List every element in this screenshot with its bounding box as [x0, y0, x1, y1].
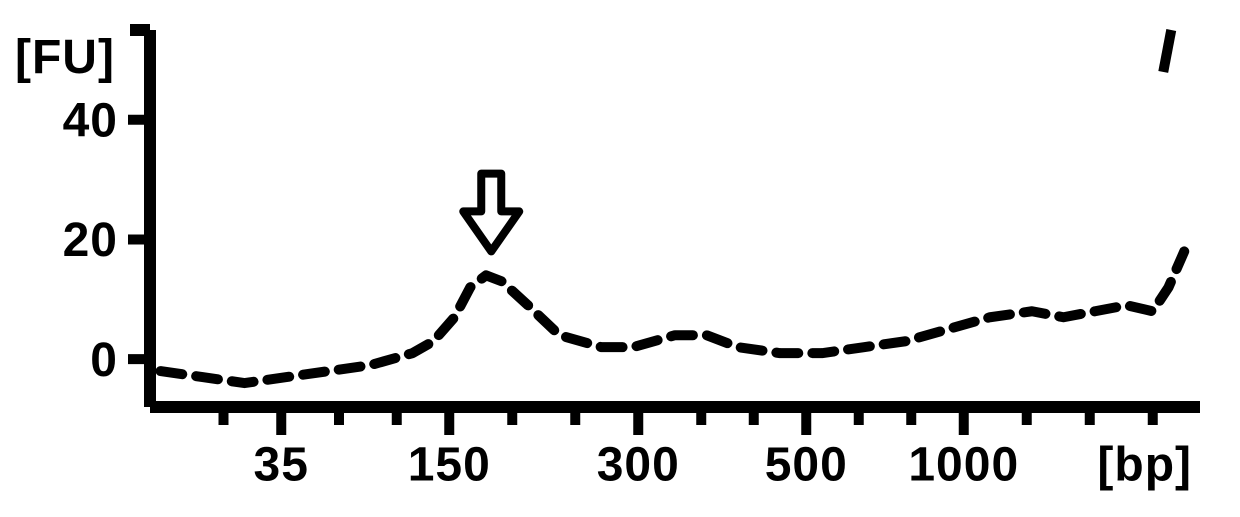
- x-axis-label: [bp]: [1097, 439, 1192, 492]
- x-tick-label: 35: [254, 439, 309, 492]
- x-tick-label: 300: [597, 439, 680, 492]
- y-tick-label: 40: [63, 95, 118, 148]
- x-tick-label: 1000: [908, 439, 1019, 492]
- x-tick-label: 150: [408, 439, 491, 492]
- y-axis-label: [FU]: [15, 31, 115, 84]
- electropherogram-chart: 0 20 40 [FU] 35 150 300 500 1000 [bp]: [0, 0, 1240, 517]
- y-tick-label: 0: [90, 334, 118, 387]
- chart-container: 0 20 40 [FU] 35 150 300 500 1000 [bp]: [0, 0, 1240, 517]
- x-tick-label: 500: [765, 439, 848, 492]
- y-tick-label: 20: [63, 214, 118, 267]
